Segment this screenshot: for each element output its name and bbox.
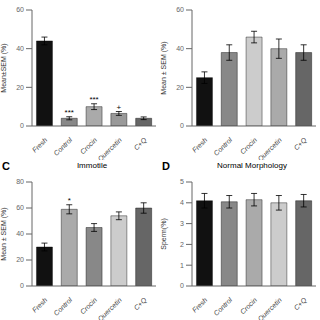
svg-text:Crocin: Crocin [239,296,258,315]
html-text:Normal Morphology: Normal Morphology [217,161,287,170]
svg-text:Control: Control [52,136,73,157]
svg-text:Quercetin: Quercetin [256,296,283,320]
svg-text:4: 4 [180,199,184,206]
svg-text:40: 40 [16,45,24,52]
svg-text:Mean ± SEM (%): Mean ± SEM (%) [8,207,9,260]
svg-text:Crocin: Crocin [239,136,258,155]
svg-text:80: 80 [16,178,24,185]
svg-text:Control: Control [52,296,73,317]
svg-text:Mean±SEM (%): Mean±SEM (%) [8,43,9,92]
svg-text:Fresh: Fresh [191,136,209,154]
svg-text:20: 20 [16,84,24,91]
svg-text:C+Q: C+Q [132,136,148,152]
html-text:Immotile: Immotile [76,161,108,170]
svg-text:Quercetin: Quercetin [256,136,283,160]
svg-text:*: * [68,196,71,205]
html-text:C: C [2,160,10,172]
svg-text:20: 20 [176,84,184,91]
svg-text:60: 60 [16,204,24,211]
html-text:D: D [162,160,170,172]
svg-text:C+Q: C+Q [292,296,308,312]
svg-text:5: 5 [180,178,184,185]
svg-text:20: 20 [16,256,24,263]
svg-text:Fresh: Fresh [31,296,49,314]
svg-text:Control: Control [212,136,233,157]
svg-text:Fresh: Fresh [31,136,49,154]
svg-text:60: 60 [176,6,184,13]
svg-text:Control: Control [212,296,233,317]
svg-text:C+Q: C+Q [292,136,308,152]
svg-text:+: + [117,103,122,112]
svg-text:3: 3 [180,220,184,227]
svg-text:40: 40 [16,230,24,237]
svg-text:Quercetin: Quercetin [96,296,123,320]
svg-text:0: 0 [180,122,184,129]
svg-text:***: *** [65,108,74,117]
svg-text:1: 1 [180,262,184,269]
svg-text:Mean ± SEM (%): Mean ± SEM (%) [160,41,168,94]
svg-text:C+Q: C+Q [132,296,148,312]
svg-text:0: 0 [20,282,24,289]
svg-text:0: 0 [20,122,24,129]
svg-text:2: 2 [180,241,184,248]
svg-text:0: 0 [180,282,184,289]
svg-text:60: 60 [16,6,24,13]
svg-text:Quercetin: Quercetin [96,136,123,160]
svg-text:***: *** [89,95,98,104]
svg-text:Crocin: Crocin [79,296,98,315]
svg-text:Fresh: Fresh [191,296,209,314]
svg-text:Sperm(%): Sperm(%) [160,218,168,250]
svg-text:40: 40 [176,45,184,52]
svg-text:Crocin: Crocin [79,136,98,155]
